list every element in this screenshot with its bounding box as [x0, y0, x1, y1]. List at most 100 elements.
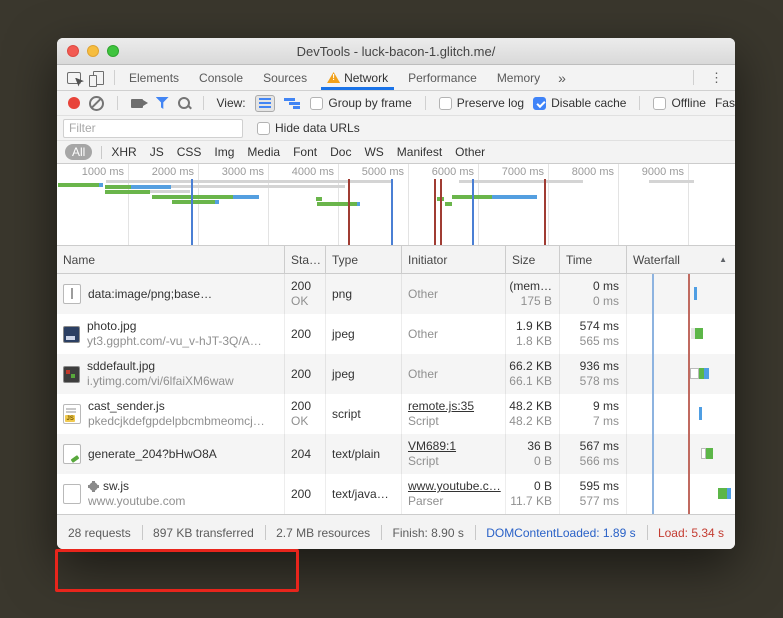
divider [424, 96, 426, 110]
timeline-tick-label: 7000 ms [501, 166, 544, 178]
transferred-size: 897 KB transferred [153, 525, 254, 540]
hide-data-urls-checkbox[interactable]: Hide data URLs [257, 121, 360, 135]
preserve-log-checkbox[interactable]: Preserve log [438, 96, 524, 110]
image-thumbnail-icon [63, 325, 80, 343]
warning-icon [327, 72, 341, 83]
waterfall-cell [627, 474, 735, 514]
overview-event-line [348, 179, 350, 245]
view-label: View: [216, 96, 246, 110]
filter-input[interactable] [63, 118, 243, 138]
inspect-element-icon[interactable] [67, 71, 81, 84]
column-header-name[interactable]: Name [57, 246, 285, 273]
service-worker-gear-icon [88, 481, 99, 492]
devtools-window: DevTools - luck-bacon-1.glitch.me/ Eleme… [57, 38, 735, 549]
type-filter-ws[interactable]: WS [364, 145, 384, 159]
type-filter-js[interactable]: JS [149, 145, 164, 159]
timeline-tick-label: 8000 ms [571, 166, 614, 178]
initiator-link[interactable]: www.youtube.c… [408, 479, 501, 493]
load-time: Load: 5.34 s [657, 525, 725, 540]
type-filter-css[interactable]: CSS [176, 145, 202, 159]
timeline-gridline [408, 164, 409, 245]
timeline-gridline [688, 164, 689, 245]
overview-request-bar [105, 190, 150, 194]
waterfall-cell [627, 394, 735, 434]
minimize-window-button[interactable] [87, 45, 99, 57]
filter-row: Hide data URLs [57, 116, 735, 141]
table-row[interactable]: photo.jpg yt3.ggpht.com/-vu_v-hJT-3Q/A… 2… [57, 314, 735, 354]
waterfall-bar [701, 448, 706, 459]
type-filter-font[interactable]: Font [293, 145, 318, 159]
domcontentloaded-time: DOMContentLoaded: 1.89 s [486, 525, 636, 540]
disable-cache-checkbox[interactable]: Disable cache [533, 96, 626, 110]
waterfall-bar [699, 407, 702, 420]
checkbox-icon [310, 96, 324, 110]
waterfall-bar [691, 328, 695, 339]
column-header-size[interactable]: Size [506, 246, 560, 273]
waterfall-bar [694, 287, 697, 300]
record-icon[interactable] [68, 97, 80, 109]
overview-event-line [472, 179, 474, 245]
finish-time: Finish: 8.90 s [392, 525, 464, 540]
type-filter-other[interactable]: Other [455, 145, 486, 159]
overview-view-icon[interactable] [283, 96, 302, 110]
requests-count: 28 requests [68, 525, 131, 540]
timeline-gridline [198, 164, 199, 245]
overview-request-bar [357, 202, 360, 206]
table-row[interactable]: sddefault.jpg i.ytimg.com/vi/6lfaiXM6waw … [57, 354, 735, 394]
tab-memory[interactable]: Memory [496, 70, 541, 85]
divider [116, 96, 118, 110]
filter-icon[interactable] [155, 97, 169, 109]
initiator-link[interactable]: VM689:1 [408, 439, 457, 453]
type-filter-manifest[interactable]: Manifest [396, 145, 443, 159]
timeline-tick-label: 9000 ms [641, 166, 684, 178]
column-header-waterfall[interactable]: Waterfall ▲ [633, 252, 727, 267]
overview-request-bar [459, 180, 583, 183]
waterfall-bar [704, 368, 709, 379]
overview-request-bar [99, 183, 103, 187]
screenshot-capture-icon[interactable] [130, 98, 148, 108]
tab-elements[interactable]: Elements [129, 70, 180, 85]
tab-performance[interactable]: Performance [408, 70, 477, 85]
more-tabs-icon[interactable]: » [558, 69, 566, 86]
column-header-status[interactable]: Sta… [285, 246, 326, 273]
tab-sources[interactable]: Sources [263, 70, 308, 85]
type-filter-media[interactable]: Media [247, 145, 281, 159]
clear-icon[interactable] [88, 95, 104, 111]
timeline-gridline [478, 164, 479, 245]
initiator-link[interactable]: remote.js:35 [408, 399, 475, 413]
checkbox-checked-icon [533, 96, 547, 110]
waterfall-cell [627, 434, 735, 474]
network-overview-timeline[interactable]: 1000 ms 2000 ms 3000 ms 4000 ms 5000 ms 6000 … [57, 164, 735, 246]
type-filter-xhr[interactable]: XHR [111, 145, 137, 159]
table-row[interactable]: data:image/png;base… 200 OK png Other (me… [57, 274, 735, 314]
tab-network[interactable]: Network [317, 65, 398, 90]
throttling-dropdown[interactable]: Fas [714, 96, 735, 110]
divider [202, 96, 204, 110]
type-filter-img[interactable]: Img [214, 145, 235, 159]
file-icon [63, 444, 81, 464]
close-window-button[interactable] [67, 45, 79, 57]
tab-console[interactable]: Console [199, 70, 244, 85]
table-row[interactable]: generate_204?bHwO8A 204 text/plain VM689… [57, 434, 735, 474]
group-by-frame-checkbox[interactable]: Group by frame [310, 96, 412, 110]
device-toolbar-icon[interactable] [89, 70, 104, 87]
waterfall-bar [690, 368, 699, 379]
type-filter-all[interactable]: All [65, 144, 93, 160]
overview-request-bar [233, 195, 259, 199]
waterfall-bar [727, 488, 731, 499]
column-header-time[interactable]: Time [560, 246, 627, 273]
column-header-initiator[interactable]: Initiator [402, 246, 506, 273]
type-filter-doc[interactable]: Doc [330, 145, 352, 159]
zoom-window-button[interactable] [107, 45, 119, 57]
file-icon [63, 284, 81, 304]
devtools-menu-icon[interactable]: ⋮ [710, 69, 723, 85]
search-icon[interactable] [177, 97, 190, 109]
table-row[interactable]: cast_sender.jspkedcjkdefgpdelpbcmbmeomcj… [57, 394, 735, 434]
offline-checkbox[interactable]: Offline [653, 96, 706, 110]
divider [101, 145, 103, 159]
overview-event-line [434, 179, 436, 245]
column-header-type[interactable]: Type [326, 246, 402, 273]
annotation-highlight-box [55, 549, 299, 592]
list-view-icon[interactable] [254, 94, 275, 112]
table-row[interactable]: sw.js www.youtube.com 200 text/java… www.… [57, 474, 735, 514]
